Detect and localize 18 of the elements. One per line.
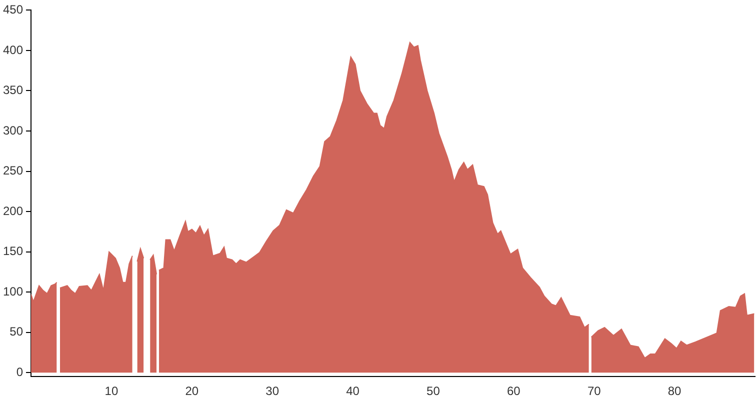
y-tick-label: 50 — [10, 324, 24, 339]
y-tick-label: 350 — [2, 83, 24, 98]
y-tick-label: 250 — [2, 164, 24, 178]
x-tick-label: 40 — [346, 384, 360, 398]
y-tick-label: 400 — [2, 42, 24, 57]
y-tick-label: 150 — [2, 244, 24, 258]
x-tick-label: 50 — [426, 384, 440, 398]
x-tick-label: 30 — [266, 384, 280, 398]
y-tick-label: 100 — [2, 284, 24, 298]
x-tick-label: 20 — [185, 384, 199, 398]
y-tick-label: 200 — [2, 204, 24, 218]
x-tick-label: 10 — [104, 384, 118, 398]
y-tick-label: 300 — [2, 123, 24, 138]
x-tick-label: 70 — [587, 384, 602, 398]
y-tick-label: 450 — [2, 2, 24, 17]
x-tick-label: 80 — [668, 384, 682, 398]
x-tick-label: 60 — [506, 384, 521, 398]
y-tick-label: 0 — [16, 364, 24, 379]
